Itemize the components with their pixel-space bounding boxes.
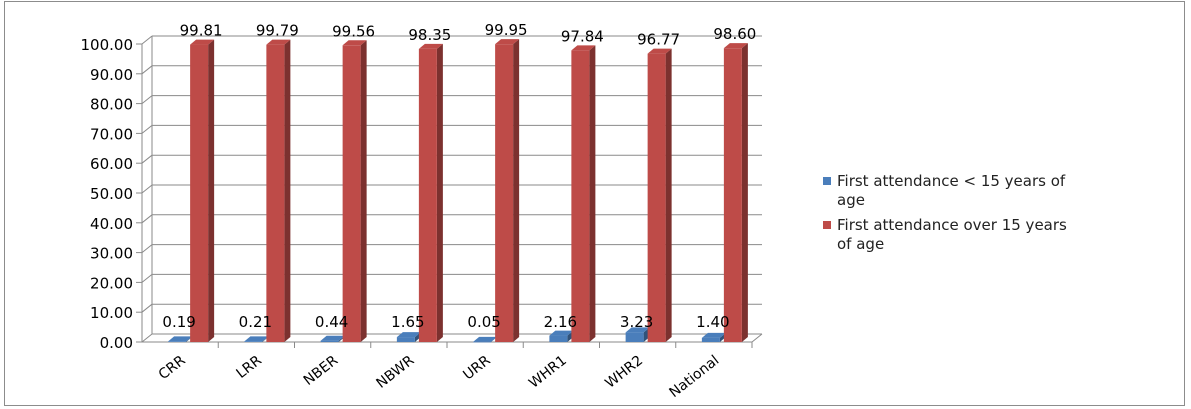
- data-label: 0.05: [467, 313, 500, 331]
- bar: [266, 45, 284, 342]
- gridline-depth: [142, 304, 152, 312]
- gridline-depth: [142, 155, 152, 163]
- gridline-depth: [142, 185, 152, 193]
- bar-side: [666, 49, 672, 342]
- bar: [648, 54, 666, 342]
- gridline-depth: [142, 96, 152, 104]
- data-label: 99.79: [256, 22, 299, 40]
- gridline-depth: [142, 274, 152, 282]
- bar: [397, 337, 415, 342]
- bar-side: [208, 40, 214, 342]
- gridline-depth: [142, 66, 152, 74]
- y-tick-label: 10.00: [90, 304, 133, 322]
- data-label: 0.19: [162, 313, 195, 331]
- legend-label: age: [837, 191, 865, 209]
- gridline-depth: [142, 36, 152, 44]
- bar: [495, 44, 513, 342]
- bar-side: [589, 45, 595, 342]
- bar-chart: 0.00 10.00 20.00 30.00 40.00 50.00 60.00 70.00 8…: [5, 2, 1186, 407]
- data-label: 98.60: [713, 25, 756, 43]
- data-label: 99.56: [332, 22, 375, 40]
- x-tick-label: CRR: [156, 352, 189, 383]
- legend-swatch: [823, 221, 831, 229]
- bar: [549, 336, 567, 342]
- data-label: 1.65: [391, 313, 424, 331]
- y-tick-label: 20.00: [90, 274, 133, 292]
- bar: [473, 342, 491, 343]
- bar: [321, 341, 339, 342]
- x-tick-label: URR: [460, 352, 493, 383]
- legend-label: of age: [837, 235, 884, 253]
- y-tick-label: 60.00: [90, 155, 133, 173]
- y-tick-label: 90.00: [90, 66, 133, 84]
- y-tick-label: 80.00: [90, 96, 133, 114]
- x-tick-label: LRR: [234, 352, 266, 382]
- gridline-depth: [142, 125, 152, 133]
- x-tick-label: National: [667, 353, 723, 402]
- data-label: 96.77: [637, 31, 680, 49]
- bar: [702, 338, 720, 342]
- data-label: 99.95: [485, 21, 528, 39]
- bar-top: [473, 337, 497, 342]
- legend-label: First attendance < 15 years of: [837, 172, 1066, 190]
- bar: [190, 45, 208, 342]
- y-tick-label: 50.00: [90, 185, 133, 203]
- gridline-depth: [142, 245, 152, 253]
- legend-label: First attendance over 15 years: [837, 216, 1067, 234]
- data-label: 1.40: [696, 313, 729, 331]
- data-label: 3.23: [620, 313, 653, 331]
- bar: [571, 50, 589, 342]
- y-tick-label: 100.00: [81, 36, 134, 54]
- data-label: 98.35: [408, 26, 451, 44]
- y-tick-label: 30.00: [90, 245, 133, 263]
- bar: [626, 332, 644, 342]
- x-tick-label: WHR1: [526, 353, 570, 392]
- bar-side: [361, 40, 367, 342]
- data-label: 0.21: [239, 313, 272, 331]
- bar-side: [437, 44, 443, 342]
- bar-top: [168, 336, 192, 341]
- bar: [343, 45, 361, 342]
- bar-top: [244, 336, 268, 341]
- gridline-depth: [142, 215, 152, 223]
- x-tick-label: NBWR: [373, 352, 417, 391]
- bar-side: [513, 39, 519, 342]
- chart-frame: 0.00 10.00 20.00 30.00 40.00 50.00 60.00 70.00 8…: [4, 1, 1185, 406]
- bar-side: [284, 40, 290, 342]
- y-tick-label: 70.00: [90, 125, 133, 143]
- data-label: 2.16: [544, 313, 577, 331]
- data-label: 97.84: [561, 27, 604, 45]
- legend-swatch: [823, 177, 831, 185]
- bar-side: [742, 43, 748, 342]
- y-tick-label: 40.00: [90, 215, 133, 233]
- x-tick-label: WHR2: [602, 353, 646, 392]
- data-label: 99.81: [180, 22, 223, 40]
- x-tick-label: NBER: [301, 352, 342, 389]
- bar: [724, 48, 742, 342]
- bar: [168, 341, 186, 342]
- bar: [244, 341, 262, 342]
- gridline-depth: [142, 334, 152, 342]
- data-label: 0.44: [315, 313, 348, 331]
- x-axis-depth: [752, 334, 762, 342]
- bar: [419, 49, 437, 342]
- bars: [168, 39, 748, 342]
- y-tick-label: 0.00: [100, 334, 133, 352]
